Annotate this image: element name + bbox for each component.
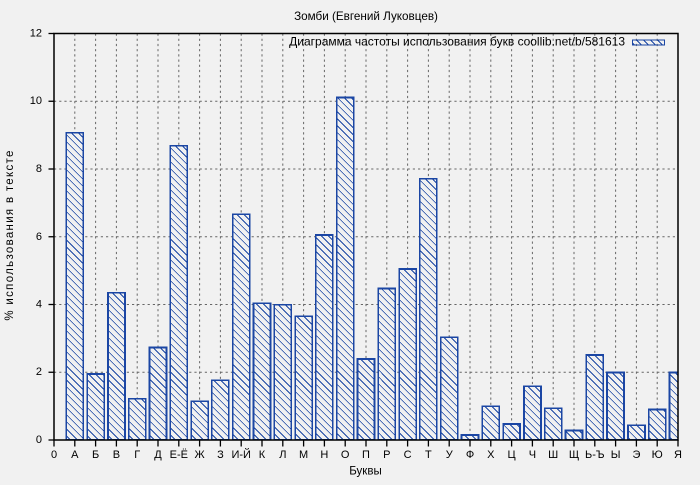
svg-text:6: 6 — [36, 231, 42, 243]
svg-text:З: З — [217, 449, 224, 461]
svg-text:Ы: Ы — [611, 449, 621, 461]
svg-text:С: С — [404, 449, 412, 461]
svg-text:Ч: Ч — [529, 449, 536, 461]
svg-text:Ж: Ж — [195, 449, 205, 461]
svg-text:Л: Л — [279, 449, 286, 461]
svg-text:Зомби (Евгений Луковцев): Зомби (Евгений Луковцев) — [294, 10, 438, 23]
svg-text:О: О — [341, 449, 350, 461]
svg-text:К: К — [259, 449, 266, 461]
svg-text:Б: Б — [92, 449, 99, 461]
svg-text:8: 8 — [36, 163, 42, 175]
svg-text:Ь-Ъ: Ь-Ъ — [585, 449, 605, 461]
svg-text:У: У — [446, 449, 454, 461]
svg-text:Т: Т — [425, 449, 432, 461]
svg-text:12: 12 — [30, 28, 42, 40]
svg-text:% использования в тексте: % использования в тексте — [4, 149, 16, 320]
svg-text:Д: Д — [154, 449, 162, 461]
svg-text:Е-Ё: Е-Ё — [170, 449, 188, 461]
svg-text:Щ: Щ — [569, 449, 579, 461]
svg-text:Н: Н — [320, 449, 328, 461]
svg-text:И-Й: И-Й — [231, 448, 250, 461]
svg-text:10: 10 — [30, 95, 42, 107]
svg-text:Ф: Ф — [466, 449, 474, 461]
svg-text:Ц: Ц — [508, 449, 516, 461]
svg-text:Буквы: Буквы — [349, 466, 381, 478]
svg-text:М: М — [299, 449, 308, 461]
svg-text:Г: Г — [134, 449, 140, 461]
svg-text:Р: Р — [383, 449, 390, 461]
svg-text:4: 4 — [36, 299, 42, 311]
svg-text:0: 0 — [36, 434, 42, 446]
svg-text:Э: Э — [632, 449, 640, 461]
svg-text:0: 0 — [51, 449, 57, 461]
svg-text:П: П — [362, 449, 370, 461]
svg-text:Я: Я — [674, 449, 682, 461]
svg-text:2: 2 — [36, 366, 42, 378]
svg-text:Ю: Ю — [652, 449, 663, 461]
svg-text:В: В — [113, 449, 120, 461]
svg-text:Диаграмма частоты использовани: Диаграмма частоты использования букв coo… — [289, 35, 625, 49]
svg-text:А: А — [71, 449, 79, 461]
svg-text:Ш: Ш — [548, 449, 558, 461]
svg-text:Х: Х — [487, 449, 495, 461]
